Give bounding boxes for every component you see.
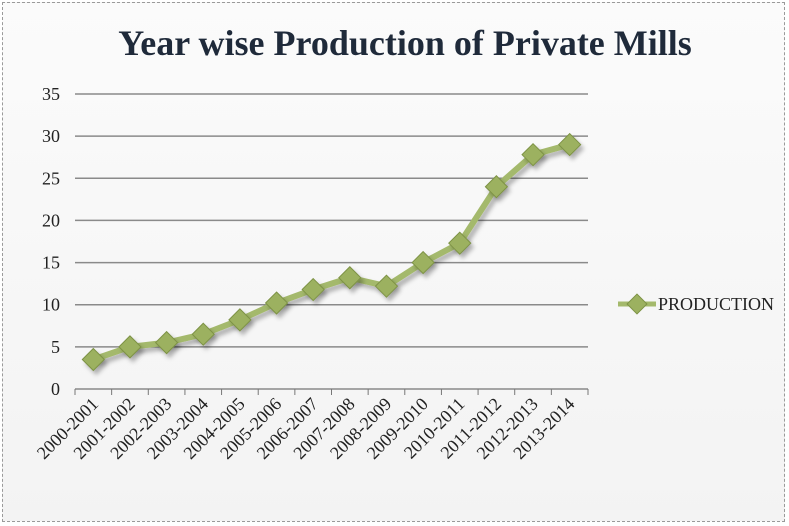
data-point-marker — [338, 266, 362, 290]
data-point-marker — [228, 308, 252, 332]
y-tick-label: 20 — [42, 210, 60, 230]
y-tick-label: 25 — [42, 168, 60, 188]
data-point-marker — [118, 335, 142, 359]
y-tick-label: 35 — [42, 84, 60, 104]
data-point-marker — [411, 250, 435, 275]
data-point-marker — [264, 291, 289, 315]
data-point-marker — [557, 132, 582, 157]
data-point-marker — [301, 277, 325, 302]
y-tick-label: 15 — [42, 253, 60, 273]
legend-label-production: PRODUCTION — [658, 294, 774, 314]
series-line-production — [92, 141, 571, 363]
y-tick-label: 10 — [42, 295, 60, 315]
series-production — [81, 132, 582, 372]
gridlines — [74, 93, 589, 395]
legend-marker-swatch — [626, 293, 648, 315]
y-axis-ticks: 0 5 10 15 20 25 30 35 — [42, 84, 60, 399]
y-tick-label: 5 — [51, 337, 60, 357]
legend: PRODUCTION — [618, 293, 774, 315]
data-point-marker — [191, 322, 215, 346]
data-point-marker — [484, 175, 509, 199]
x-axis-ticks: 2000-20012001-20022002-20032003-20042004… — [33, 394, 579, 463]
y-tick-label: 0 — [51, 379, 60, 399]
data-point-marker — [154, 330, 179, 355]
chart-title: Year wise Production of Private Mills — [118, 23, 692, 63]
data-point-marker — [521, 142, 545, 167]
y-tick-label: 30 — [42, 126, 60, 146]
data-point-marker — [448, 231, 472, 255]
data-point-marker — [81, 347, 106, 372]
data-point-marker — [374, 274, 399, 298]
